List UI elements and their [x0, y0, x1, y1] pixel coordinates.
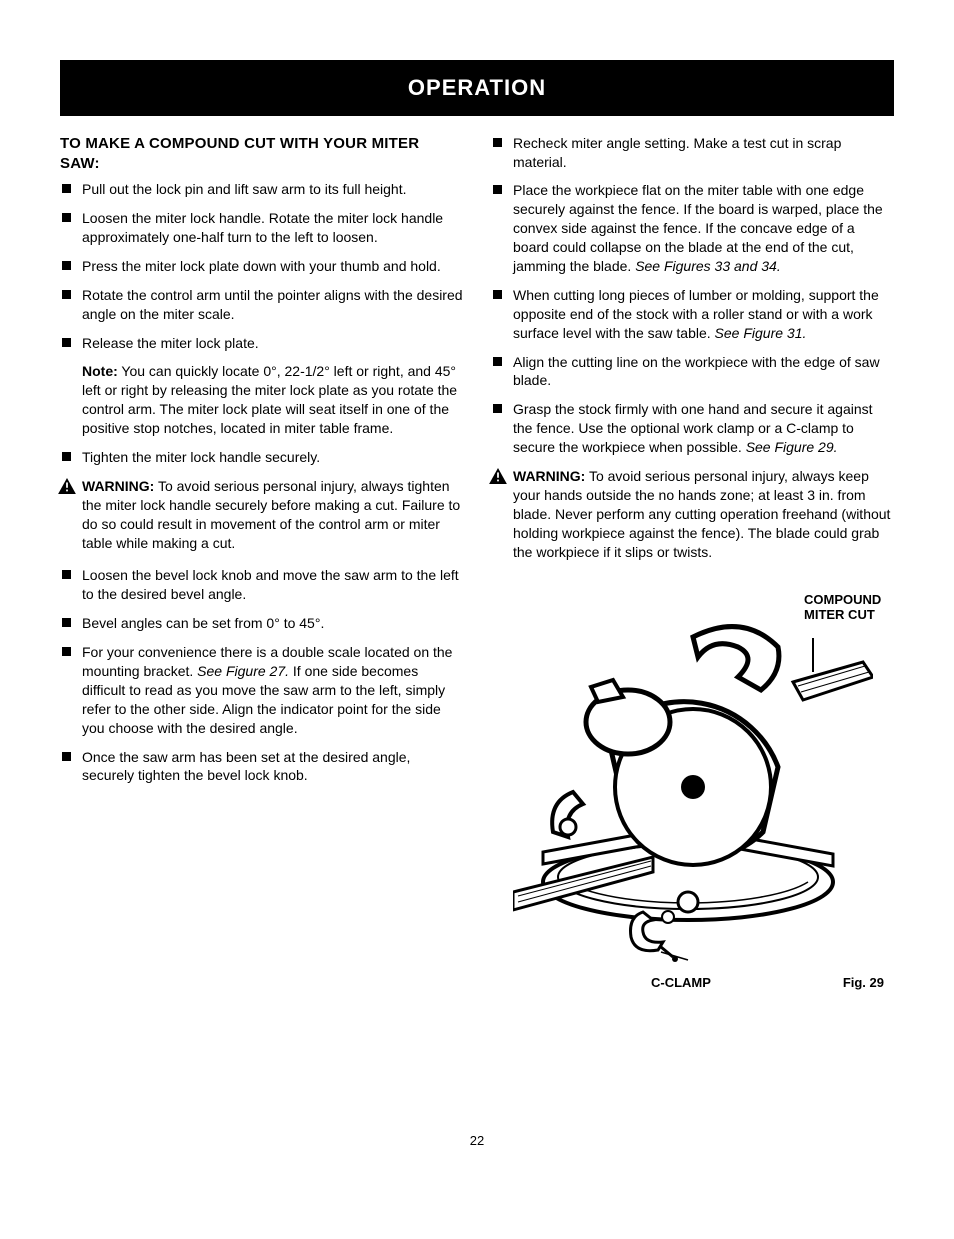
header-band: OPERATION	[60, 60, 894, 116]
note-paragraph: Note: You can quickly locate 0°, 22-1/2°…	[60, 362, 463, 438]
list-item-text: Grasp the stock firmly with one hand and…	[513, 401, 873, 455]
list-item: Recheck miter angle setting. Make a test…	[491, 134, 894, 172]
note-label: Note:	[82, 363, 118, 379]
figure-caption: Fig. 29	[843, 974, 884, 992]
bullet-list-left-1: Pull out the lock pin and lift saw arm t…	[60, 180, 463, 352]
miter-saw-illustration	[513, 582, 873, 962]
list-item: Rotate the control arm until the pointer…	[60, 286, 463, 324]
list-item: When cutting long pieces of lumber or mo…	[491, 286, 894, 343]
list-item: Grasp the stock firmly with one hand and…	[491, 400, 894, 457]
list-item: Pull out the lock pin and lift saw arm t…	[60, 180, 463, 199]
bullet-list-left-2: Tighten the miter lock handle securely.	[60, 448, 463, 467]
bullet-list-right: Recheck miter angle setting. Make a test…	[491, 134, 894, 457]
see-figure-ref: See Figure 31.	[715, 325, 807, 341]
warning-icon	[58, 478, 76, 494]
left-column: TO MAKE A COMPOUND CUT WITH YOUR MITER S…	[60, 134, 463, 992]
content-columns: TO MAKE A COMPOUND CUT WITH YOUR MITER S…	[60, 134, 894, 992]
figure-29: COMPOUND MITER CUT	[491, 582, 894, 992]
list-item-text: Place the workpiece flat on the miter ta…	[513, 182, 883, 274]
list-item: Bevel angles can be set from 0° to 45°.	[60, 614, 463, 633]
warning-icon	[489, 468, 507, 484]
right-column: Recheck miter angle setting. Make a test…	[491, 134, 894, 992]
list-item-text: When cutting long pieces of lumber or mo…	[513, 287, 879, 341]
list-item: Tighten the miter lock handle securely.	[60, 448, 463, 467]
page-number: 22	[60, 1132, 894, 1150]
list-item: Once the saw arm has been set at the des…	[60, 748, 463, 786]
list-item: Press the miter lock plate down with you…	[60, 257, 463, 276]
see-figure-ref: See Figure 27.	[197, 663, 289, 679]
see-figure-ref: See Figures 33 and 34.	[635, 258, 781, 274]
list-item: Release the miter lock plate.	[60, 334, 463, 353]
figure-label-top: COMPOUND MITER CUT	[804, 592, 894, 623]
note-text: You can quickly locate 0°, 22-1/2° left …	[82, 363, 457, 436]
warning-label: WARNING:	[82, 478, 154, 494]
warning-block-left: WARNING: To avoid serious personal injur…	[60, 477, 463, 553]
list-item: Place the workpiece flat on the miter ta…	[491, 181, 894, 275]
warning-label: WARNING:	[513, 468, 585, 484]
list-item: Loosen the bevel lock knob and move the …	[60, 566, 463, 604]
bullet-list-left-3: Loosen the bevel lock knob and move the …	[60, 566, 463, 785]
list-item: For your convenience there is a double s…	[60, 643, 463, 737]
see-figure-ref: See Figure 29.	[746, 439, 838, 455]
list-item: Align the cutting line on the workpiece …	[491, 353, 894, 391]
figure-label-bottom: C-CLAMP	[651, 974, 711, 992]
list-item: Loosen the miter lock handle. Rotate the…	[60, 209, 463, 247]
section-title: TO MAKE A COMPOUND CUT WITH YOUR MITER S…	[60, 134, 463, 175]
list-item-text: For your convenience there is a double s…	[82, 644, 452, 736]
warning-block-right: WARNING: To avoid serious personal injur…	[491, 467, 894, 561]
